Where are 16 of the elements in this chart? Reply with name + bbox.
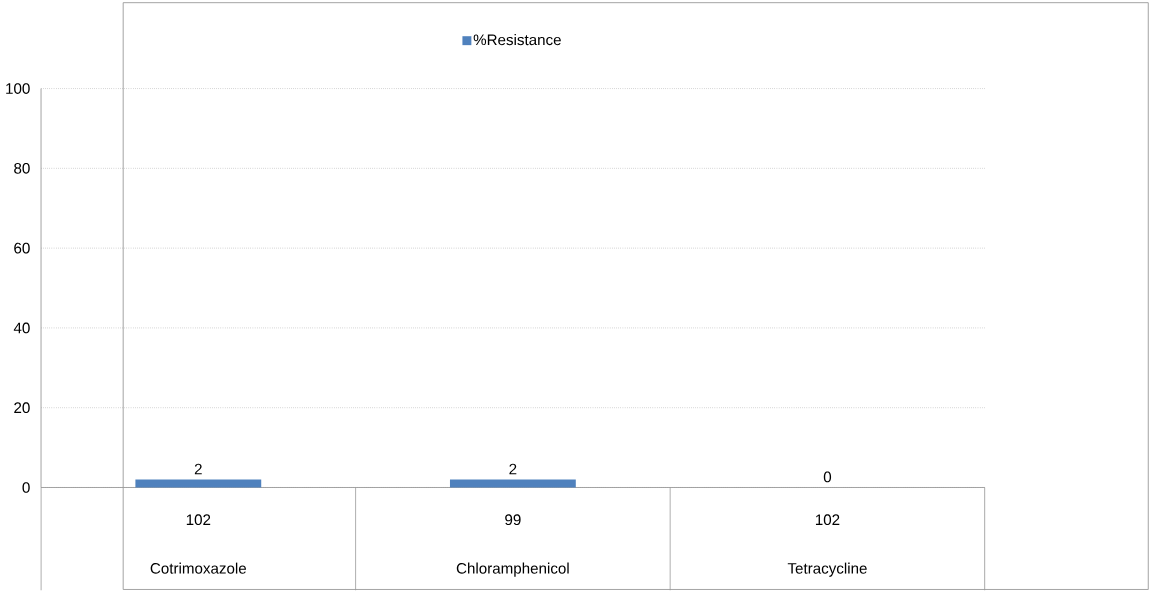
text: 102 — [186, 514, 211, 526]
data-label: 0 — [823, 471, 832, 483]
text: 102 — [815, 514, 840, 526]
legend-label: %Resistance — [473, 34, 561, 46]
x-tick-label: Cotrimoxazole — [150, 562, 247, 574]
x-tick-label: Tetracycline — [787, 562, 867, 577]
y-tick-label: 80 — [14, 163, 30, 174]
y-tick-label: 0 — [22, 482, 30, 493]
x-tick-label: Chloramphenicol — [456, 562, 569, 577]
y-tick-label: 40 — [13, 322, 30, 334]
data-label: 2 — [509, 463, 517, 475]
y-tick-label: 60 — [14, 242, 30, 254]
y-tick-label: 20 — [14, 402, 30, 414]
data-label: 2 — [194, 463, 202, 475]
text: 99 — [505, 514, 521, 526]
y-tick-label: 100 — [6, 83, 30, 95]
